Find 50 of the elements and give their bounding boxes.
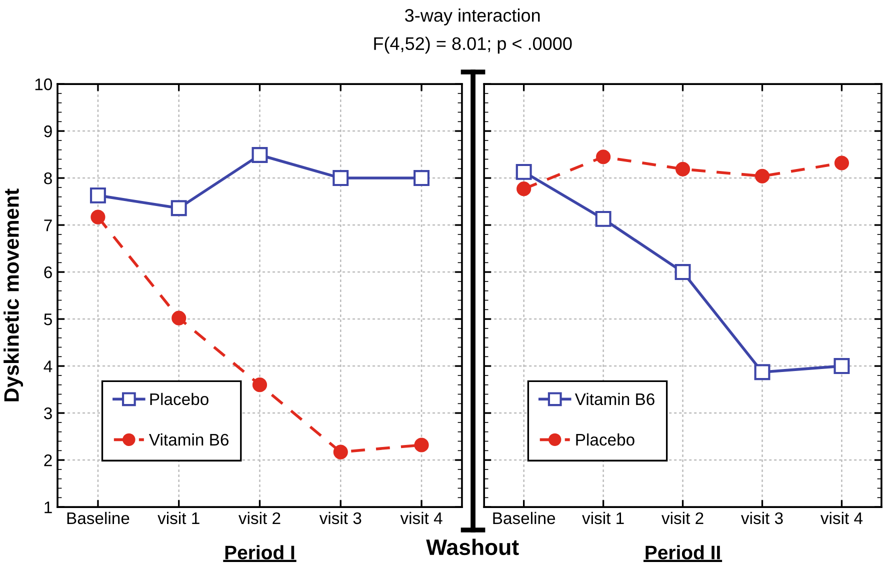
x-tick-label: visit 2 (238, 512, 280, 524)
legend-label: Placebo (576, 433, 634, 446)
point (332, 170, 349, 186)
point (252, 378, 268, 392)
chart-title: 3-way interaction (405, 8, 540, 26)
y-tick-label: 8 (44, 172, 52, 184)
point (595, 210, 612, 227)
point (172, 310, 186, 326)
point (675, 162, 690, 176)
x-tick-label: visit 4 (400, 512, 442, 524)
point (414, 170, 430, 186)
y-tick-label: 2 (44, 454, 52, 466)
x-tick-label: visit 3 (741, 512, 783, 524)
legend-label: Placebo (150, 392, 208, 406)
legend-label: Vitamin B6 (574, 392, 654, 406)
x-tick-label: visit 2 (662, 512, 704, 524)
x-tick-label: Baseline (493, 512, 556, 524)
legend-label: Vitamin B6 (149, 433, 228, 446)
x-tick-label: Baseline (67, 512, 130, 524)
point (596, 150, 611, 164)
point (414, 438, 429, 452)
point (90, 210, 106, 224)
y-tick-label: 4 (44, 360, 52, 372)
y-tick-label: 3 (44, 407, 52, 420)
point (834, 358, 850, 374)
y-tick-label: 5 (44, 314, 52, 326)
point (90, 187, 106, 204)
x-tick-label: visit 1 (582, 512, 624, 524)
point (754, 168, 770, 184)
x-tick-label: visit 3 (319, 512, 362, 524)
point (674, 264, 691, 280)
y-tick-label: 9 (44, 125, 52, 138)
x-tick-label: visit 4 (820, 512, 863, 524)
chart-subtitle: F(4,52) = 8.01; p < .0000 (374, 36, 572, 54)
y-axis-title: Dyskinetic movement (4, 188, 24, 402)
y-tick-label: 6 (44, 266, 52, 278)
text: Period I (225, 545, 294, 560)
text: Washout (426, 538, 519, 556)
point (333, 444, 348, 460)
point (516, 164, 532, 180)
point (754, 364, 770, 380)
y-tick-label: 10 (35, 78, 52, 90)
point (834, 156, 850, 170)
point (170, 200, 187, 216)
point (252, 147, 268, 163)
point (516, 182, 532, 196)
x-tick-label: visit 1 (158, 512, 200, 524)
text: Period II (646, 545, 720, 560)
y-tick-label: 7 (44, 220, 52, 232)
y-tick-label: 1 (44, 502, 52, 514)
